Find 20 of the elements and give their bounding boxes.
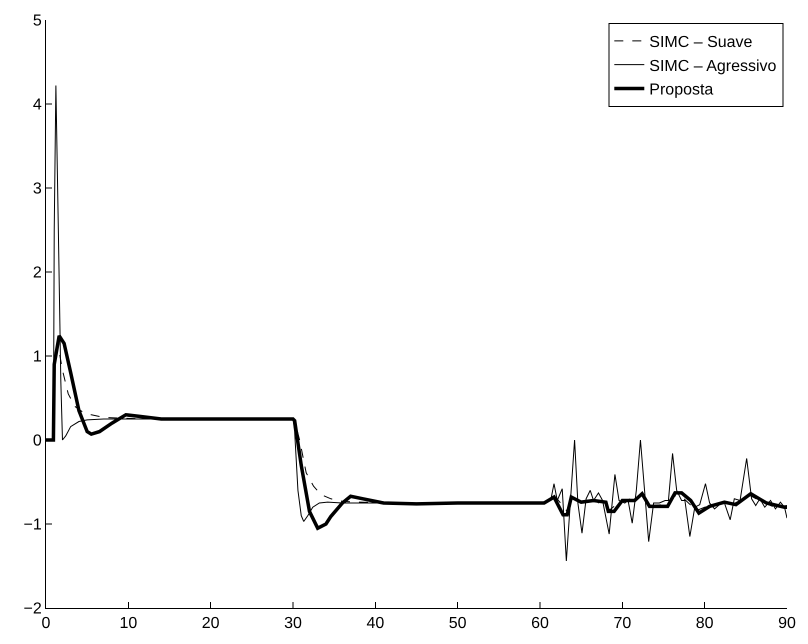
y-tick-label: 4	[32, 96, 42, 114]
y-tick-label: 1	[32, 348, 42, 366]
x-tick-label: 50	[448, 615, 467, 632]
legend-label: SIMC – Agressivo	[649, 58, 777, 75]
y-tick-label: −2	[24, 600, 42, 618]
x-tick-label: 70	[613, 615, 632, 632]
y-tick-label: 3	[32, 180, 42, 198]
y-tick-label: 2	[32, 264, 42, 282]
x-tick-label: 30	[284, 615, 302, 632]
x-tick-label: 90	[778, 615, 796, 632]
x-tick-label: 80	[696, 615, 714, 632]
legend-label: Proposta	[649, 82, 714, 99]
y-tick-label: 0	[32, 432, 42, 450]
x-tick-label: 20	[202, 615, 220, 632]
legend-label: SIMC – Suave	[649, 34, 753, 52]
y-tick-label: −1	[24, 516, 42, 534]
x-tick-label: 60	[531, 615, 549, 632]
y-tick-label: 5	[32, 12, 42, 30]
x-tick-label: 40	[366, 615, 384, 632]
x-tick-label: 10	[119, 615, 138, 632]
